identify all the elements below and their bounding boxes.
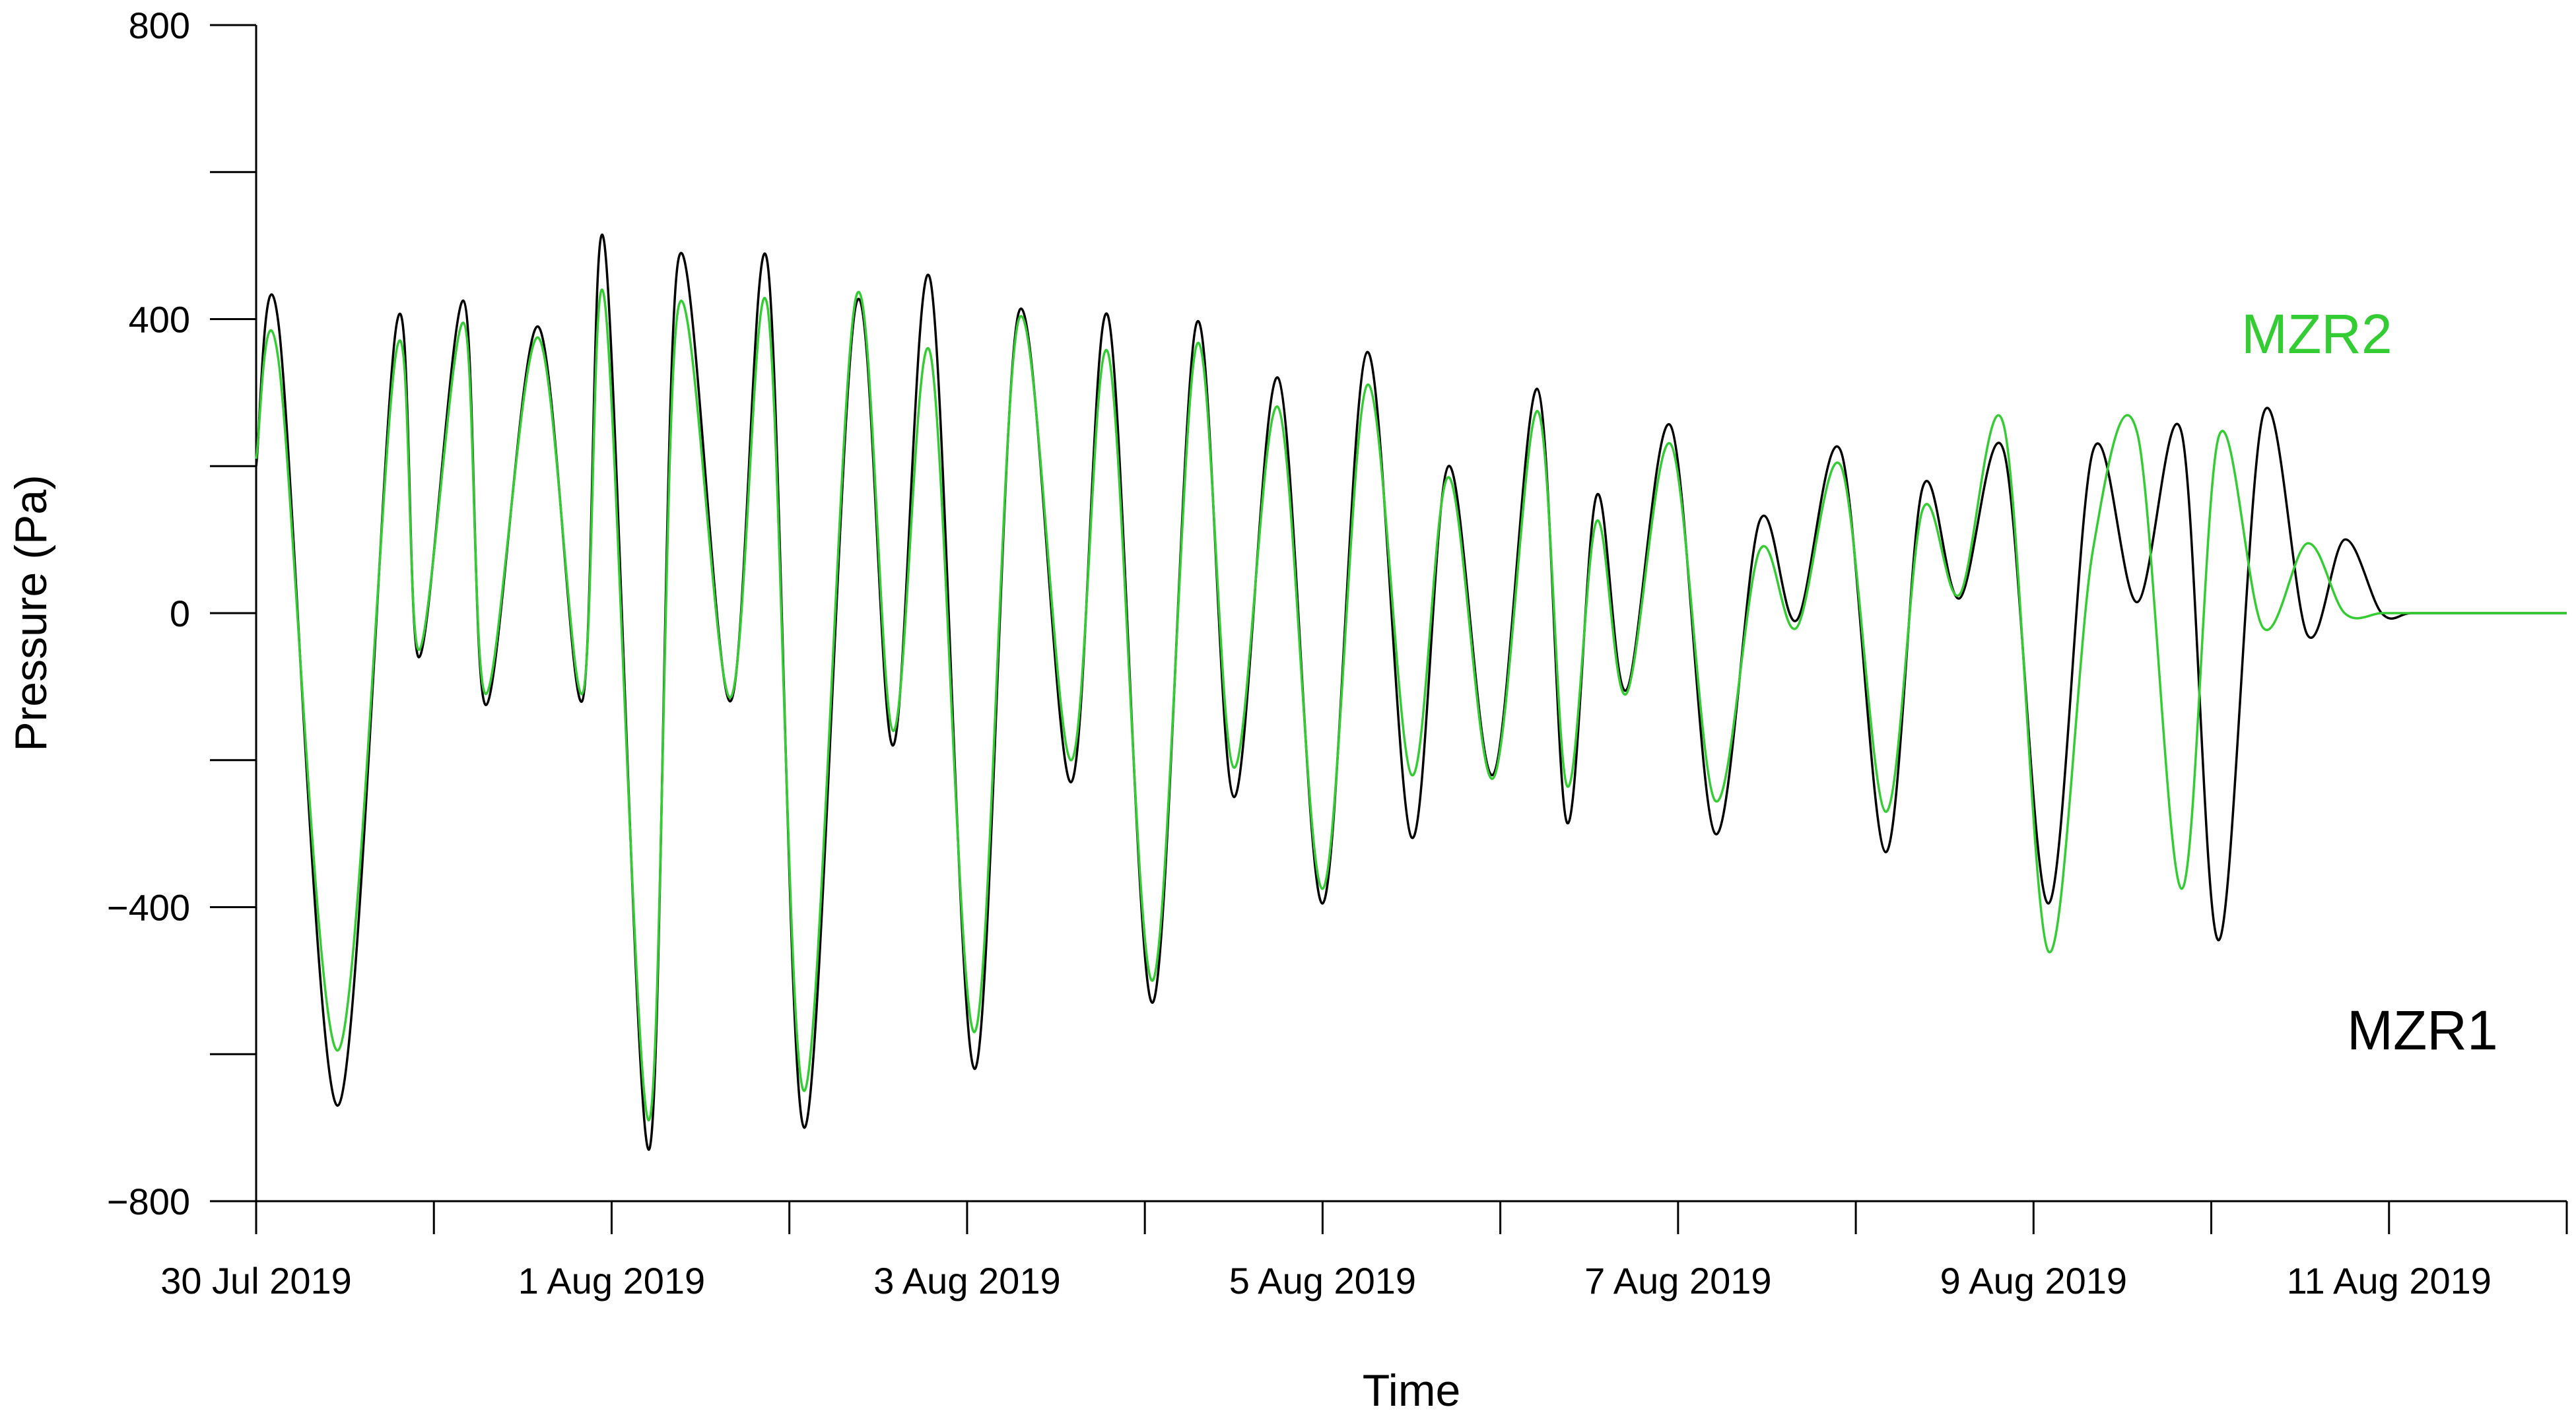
y-tick-label: −400 (107, 887, 190, 929)
x-tick-label: 1 Aug 2019 (518, 1260, 705, 1302)
y-tick-label: 0 (170, 593, 190, 634)
series-label-mzr2: MZR2 (2241, 303, 2392, 365)
x-tick-label: 5 Aug 2019 (1229, 1260, 1416, 1302)
axes: −800 −400 0 400 800 30 Jul 2019 1 Aug 2019 3 A… (107, 5, 2568, 1302)
x-tick-label: 7 Aug 2019 (1584, 1260, 1771, 1302)
series-label-mzr1: MZR1 (2347, 999, 2498, 1061)
series-line-mzr1 (255, 233, 2567, 1151)
y-ticks: −800 −400 0 400 800 (107, 5, 256, 1222)
y-axis-title: Pressure (Pa) (6, 475, 56, 751)
x-ticks: 30 Jul 2019 1 Aug 2019 3 Aug 2019 5 Aug 201… (160, 1201, 2568, 1302)
x-tick-label: 30 Jul 2019 (160, 1260, 352, 1302)
x-tick-label: 3 Aug 2019 (873, 1260, 1060, 1302)
series-line-mzr2 (255, 288, 2567, 1122)
y-tick-label: −800 (107, 1181, 190, 1222)
y-tick-label: 800 (129, 5, 190, 46)
x-axis-title: Time (1363, 1366, 1461, 1416)
x-tick-label: 11 Aug 2019 (2287, 1260, 2491, 1302)
x-tick-label: 9 Aug 2019 (1940, 1260, 2127, 1302)
y-tick-label: 400 (129, 299, 190, 341)
series-group (255, 233, 2567, 1151)
